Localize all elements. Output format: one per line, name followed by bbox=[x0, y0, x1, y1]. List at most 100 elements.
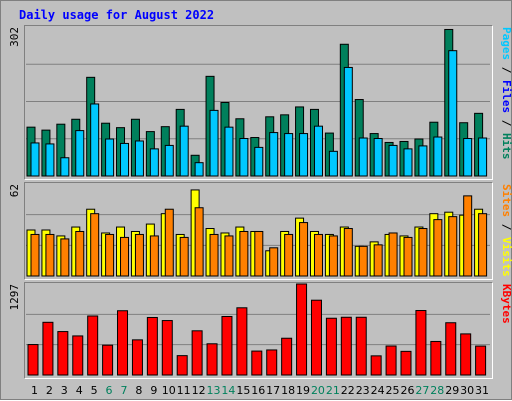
bar-sites-day-18 bbox=[284, 233, 294, 277]
legend-separator: / bbox=[500, 60, 512, 80]
bar-files-day-23 bbox=[358, 137, 368, 177]
bar-files-day-31 bbox=[478, 137, 488, 177]
bar-kbytes-day-4 bbox=[72, 335, 84, 376]
legend-files: Files bbox=[500, 80, 512, 113]
bar-kbytes-day-16 bbox=[251, 350, 263, 376]
bar-sites-day-24 bbox=[373, 244, 383, 277]
bar-files-day-21 bbox=[328, 150, 338, 177]
legend-sites: Sites bbox=[500, 184, 512, 217]
bar-kbytes-day-18 bbox=[281, 337, 293, 376]
day-label-19: 19 bbox=[296, 384, 310, 397]
bar-kbytes-day-21 bbox=[325, 317, 337, 376]
day-label-16: 16 bbox=[251, 384, 265, 397]
bar-kbytes-day-8 bbox=[131, 339, 143, 376]
bar-kbytes-day-24 bbox=[370, 355, 382, 376]
day-label-12: 12 bbox=[192, 384, 206, 397]
bar-files-day-27 bbox=[418, 145, 428, 177]
bar-files-day-4 bbox=[75, 130, 85, 177]
bar-kbytes-day-28 bbox=[430, 340, 442, 376]
day-label-6: 6 bbox=[106, 384, 113, 397]
bar-files-day-10 bbox=[164, 144, 174, 177]
day-label-27: 27 bbox=[415, 384, 429, 397]
bar-sites-day-7 bbox=[120, 236, 130, 277]
day-label-3: 3 bbox=[61, 384, 68, 397]
bar-sites-day-8 bbox=[134, 233, 144, 277]
bar-kbytes-day-22 bbox=[340, 316, 352, 376]
bar-sites-day-26 bbox=[403, 236, 413, 277]
day-label-8: 8 bbox=[135, 384, 142, 397]
bar-kbytes-day-7 bbox=[117, 310, 129, 376]
legend-pages: Pages bbox=[500, 27, 512, 60]
bar-files-day-22 bbox=[343, 66, 353, 177]
day-label-13: 13 bbox=[207, 384, 221, 397]
bar-kbytes-day-23 bbox=[355, 316, 367, 376]
bar-kbytes-day-19 bbox=[296, 283, 308, 376]
bar-files-day-16 bbox=[254, 146, 264, 177]
bar-files-day-2 bbox=[45, 143, 55, 177]
bar-files-day-20 bbox=[313, 125, 323, 177]
day-label-15: 15 bbox=[236, 384, 250, 397]
bar-sites-day-25 bbox=[388, 232, 398, 277]
day-label-7: 7 bbox=[120, 384, 127, 397]
bar-sites-day-30 bbox=[463, 195, 473, 277]
day-label-26: 26 bbox=[400, 384, 414, 397]
day-label-28: 28 bbox=[430, 384, 444, 397]
bar-files-day-19 bbox=[299, 133, 309, 177]
bar-files-day-8 bbox=[134, 140, 144, 177]
bar-kbytes-day-1 bbox=[27, 344, 39, 376]
bar-sites-day-9 bbox=[149, 235, 159, 277]
bar-sites-day-11 bbox=[179, 236, 189, 277]
bar-sites-day-12 bbox=[194, 207, 204, 277]
bar-kbytes-day-26 bbox=[400, 350, 412, 376]
bar-sites-day-6 bbox=[105, 233, 115, 277]
bar-kbytes-day-25 bbox=[385, 345, 397, 376]
bar-sites-day-28 bbox=[433, 219, 443, 277]
legend-hits: Hits bbox=[500, 133, 512, 160]
day-label-22: 22 bbox=[341, 384, 355, 397]
bar-files-day-12 bbox=[194, 162, 204, 177]
bar-files-day-9 bbox=[149, 148, 159, 177]
legend-visits: Visits bbox=[500, 237, 512, 277]
bar-kbytes-day-6 bbox=[102, 344, 114, 376]
bar-sites-day-21 bbox=[328, 235, 338, 277]
bar-kbytes-day-13 bbox=[206, 343, 218, 376]
bar-files-day-28 bbox=[433, 136, 443, 177]
legend-kbytes: KBytes bbox=[500, 284, 512, 324]
bar-kbytes-day-20 bbox=[310, 299, 322, 376]
day-label-30: 30 bbox=[460, 384, 474, 397]
bar-kbytes-day-2 bbox=[42, 321, 54, 376]
day-label-23: 23 bbox=[356, 384, 370, 397]
bar-files-day-3 bbox=[60, 157, 70, 177]
bar-sites-day-27 bbox=[418, 228, 428, 277]
bar-kbytes-day-3 bbox=[57, 331, 69, 376]
bar-files-day-5 bbox=[90, 103, 100, 177]
bar-kbytes-day-5 bbox=[87, 315, 99, 376]
bar-files-day-7 bbox=[120, 142, 130, 177]
bar-kbytes-day-10 bbox=[161, 320, 173, 376]
bar-sites-day-1 bbox=[30, 233, 40, 277]
day-label-2: 2 bbox=[46, 384, 53, 397]
bar-kbytes-day-27 bbox=[415, 310, 427, 376]
bar-files-day-13 bbox=[209, 109, 219, 177]
bar-files-day-11 bbox=[179, 125, 189, 177]
day-label-29: 29 bbox=[445, 384, 459, 397]
bar-sites-day-13 bbox=[209, 233, 219, 277]
bar-kbytes-day-15 bbox=[236, 307, 248, 376]
bar-files-day-6 bbox=[105, 138, 115, 177]
legend: Pages / Files / Hits bbox=[500, 27, 512, 160]
day-label-18: 18 bbox=[281, 384, 295, 397]
bar-files-day-24 bbox=[373, 138, 383, 177]
bar-files-day-29 bbox=[448, 50, 458, 177]
y-max-label: 1297 bbox=[8, 284, 21, 311]
legend-separator: / bbox=[500, 217, 512, 237]
bar-sites-day-16 bbox=[254, 230, 264, 277]
bar-sites-day-17 bbox=[269, 247, 279, 277]
bar-sites-day-23 bbox=[358, 245, 368, 277]
day-label-17: 17 bbox=[266, 384, 280, 397]
y-max-label: 62 bbox=[8, 184, 21, 197]
y-max-label: 302 bbox=[8, 27, 21, 47]
bar-sites-day-29 bbox=[448, 216, 458, 277]
legend: Sites / Visits bbox=[500, 184, 512, 277]
